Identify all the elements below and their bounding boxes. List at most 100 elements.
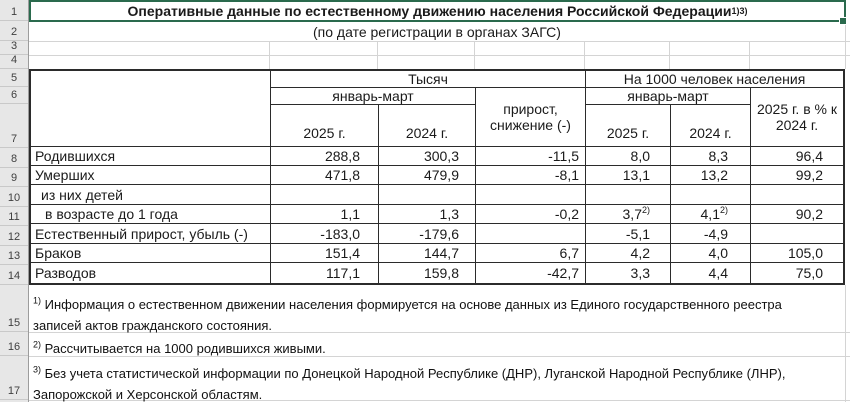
- gridline: [29, 356, 850, 357]
- cell-value[interactable]: 159,8: [379, 263, 476, 283]
- gridline: [474, 41, 475, 69]
- cell-value[interactable]: 90,2: [751, 205, 843, 224]
- group-header-thousands[interactable]: Тысяч: [271, 71, 586, 88]
- cell-value[interactable]: 4,4: [671, 263, 751, 283]
- corner-header-cell[interactable]: [31, 71, 271, 147]
- row-header[interactable]: 2: [0, 21, 28, 41]
- cell-value[interactable]: [379, 185, 476, 205]
- gridline: [377, 41, 378, 69]
- cell-value[interactable]: 300,3: [379, 147, 476, 166]
- footnote-mark: 2): [641, 205, 650, 215]
- row-header[interactable]: 10: [0, 187, 28, 207]
- page-title: Оперативные данные по естественному движ…: [127, 3, 732, 19]
- gridline: [749, 41, 750, 69]
- row-header[interactable]: 6: [0, 87, 28, 104]
- footnote-3[interactable]: 3) Без учета статистической информации п…: [33, 364, 786, 402]
- row-header[interactable]: 1: [0, 0, 28, 21]
- cell-value[interactable]: 13,2: [671, 166, 751, 185]
- row-header[interactable]: 9: [0, 168, 28, 187]
- footnote-mark: 1): [33, 295, 42, 306]
- row-header[interactable]: 17: [0, 356, 28, 400]
- cell-value[interactable]: 105,0: [751, 244, 843, 263]
- pct-header[interactable]: 2025 г. в % к 2024 г.: [751, 88, 843, 147]
- footnote-mark: 2): [33, 339, 42, 350]
- row-header[interactable]: 14: [0, 265, 28, 285]
- gridline: [29, 400, 850, 401]
- footnote-2[interactable]: 2) Рассчитывается на 1000 родившихся жив…: [33, 339, 326, 356]
- gridline: [845, 285, 846, 402]
- cell-value[interactable]: 288,8: [271, 147, 379, 166]
- row-label[interactable]: в возрасте до 1 года: [31, 205, 271, 224]
- cell-value[interactable]: 4,2: [586, 244, 671, 263]
- row-header[interactable]: 12: [0, 226, 28, 246]
- selection-handle[interactable]: [839, 17, 847, 25]
- cell-value[interactable]: 151,4: [271, 244, 379, 263]
- row-header[interactable]: 7: [0, 104, 28, 148]
- cell-value[interactable]: -5,1: [586, 224, 671, 244]
- row-header[interactable]: 11: [0, 207, 28, 226]
- year-header-per1000-2024[interactable]: 2024 г.: [671, 105, 751, 147]
- cell-value[interactable]: [476, 224, 586, 244]
- row-header[interactable]: 8: [0, 148, 28, 168]
- change-header[interactable]: прирост, снижение (-): [476, 88, 586, 147]
- cell-value[interactable]: 3,3: [586, 263, 671, 283]
- cell-value[interactable]: [751, 185, 843, 205]
- row-label[interactable]: Разводов: [31, 263, 271, 283]
- row-header[interactable]: 5: [0, 69, 28, 87]
- gridline: [584, 41, 585, 69]
- cell-value[interactable]: [751, 224, 843, 244]
- cell-value[interactable]: -4,9: [671, 224, 751, 244]
- row-label[interactable]: Родившихся: [31, 147, 271, 166]
- cell-value[interactable]: 75,0: [795, 265, 823, 281]
- gridline: [29, 55, 850, 56]
- cell-value[interactable]: 4,1 2): [671, 205, 751, 224]
- period-header-right[interactable]: январь-март: [586, 88, 751, 105]
- gridline: [29, 332, 850, 333]
- cell-value[interactable]: 117,1: [271, 263, 379, 283]
- group-header-per1000[interactable]: На 1000 человек населения: [586, 71, 843, 88]
- cell-value[interactable]: 96,4: [751, 147, 843, 166]
- cell-value[interactable]: [476, 185, 586, 205]
- cell-value[interactable]: 99,2: [751, 166, 843, 185]
- cell-value[interactable]: 479,9: [379, 166, 476, 185]
- row-header[interactable]: 16: [0, 332, 28, 356]
- year-header-per1000-2025[interactable]: 2025 г.: [586, 105, 671, 147]
- cell-value[interactable]: -0,2: [476, 205, 586, 224]
- period-header-left[interactable]: январь-март: [271, 88, 476, 105]
- title-cell[interactable]: Оперативные данные по естественному движ…: [29, 0, 846, 22]
- cell-value[interactable]: [271, 185, 379, 205]
- cell-value[interactable]: 8,3: [671, 147, 751, 166]
- cell-value[interactable]: 1,3: [379, 205, 476, 224]
- cell-value[interactable]: -8,1: [476, 166, 586, 185]
- cell-value[interactable]: -42,7: [476, 263, 586, 283]
- gridline: [845, 22, 846, 69]
- cell-value[interactable]: 3,7 2): [586, 205, 671, 224]
- cell-value[interactable]: 144,7: [379, 244, 476, 263]
- subtitle-cell[interactable]: (по дате регистрации в органах ЗАГС): [29, 22, 845, 41]
- cell-value[interactable]: 1,1: [271, 205, 379, 224]
- footnote-1[interactable]: 1) Информация о естественном движении на…: [33, 295, 782, 333]
- year-header-thousands-2025[interactable]: 2025 г.: [271, 105, 379, 147]
- cell-value[interactable]: [586, 185, 671, 205]
- cell-value[interactable]: 13,1: [586, 166, 671, 185]
- row-header[interactable]: 4: [0, 54, 28, 69]
- cell-value[interactable]: [671, 185, 751, 205]
- cell-value[interactable]: 6,7: [476, 244, 586, 263]
- row-label[interactable]: Умерших: [31, 166, 271, 185]
- cell-value[interactable]: 471,8: [271, 166, 379, 185]
- cell-value[interactable]: -11,5: [476, 147, 586, 166]
- row-label[interactable]: из них детей: [31, 185, 271, 205]
- cell-value[interactable]: -179,6: [379, 224, 476, 244]
- gridline: [29, 41, 850, 42]
- cell-value[interactable]: -183,0: [271, 224, 379, 244]
- cell-value[interactable]: 8,0: [586, 147, 671, 166]
- row-header[interactable]: 3: [0, 40, 28, 55]
- row-label[interactable]: Естественный прирост, убыль (-): [31, 224, 271, 244]
- year-header-thousands-2024[interactable]: 2024 г.: [379, 105, 476, 147]
- cell-value[interactable]: 4,0: [671, 244, 751, 263]
- gridline: [269, 41, 270, 69]
- row-header[interactable]: 15: [0, 285, 28, 332]
- row-header[interactable]: 13: [0, 246, 28, 265]
- row-label[interactable]: Браков: [31, 244, 271, 263]
